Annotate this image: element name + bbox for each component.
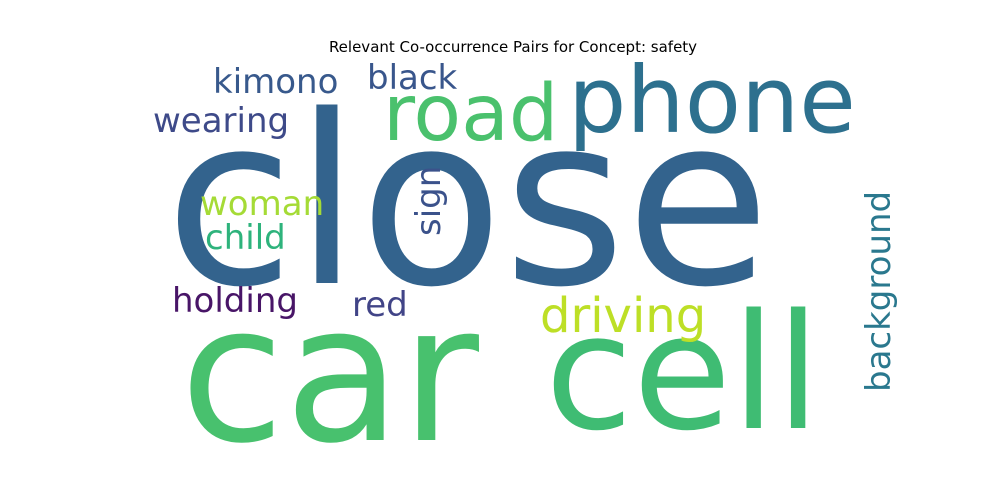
word-cell: cell (545, 279, 820, 466)
word-holding: holding (172, 281, 298, 321)
word-kimono: kimono (213, 62, 338, 102)
word-background: background (859, 191, 899, 392)
word-wearing: wearing (153, 101, 289, 141)
word-phone: phone (568, 47, 856, 154)
word-red: red (352, 285, 408, 325)
word-close: close (165, 66, 770, 339)
word-black: black (367, 58, 458, 98)
word-driving: driving (540, 288, 706, 344)
word-child: child (205, 218, 286, 258)
figure-title: Relevant Co-occurrence Pairs for Concept… (328, 38, 698, 56)
word-road: road (383, 69, 558, 159)
word-sign: sign (409, 166, 449, 236)
word-car: car (180, 264, 480, 485)
word-woman: woman (200, 184, 324, 224)
